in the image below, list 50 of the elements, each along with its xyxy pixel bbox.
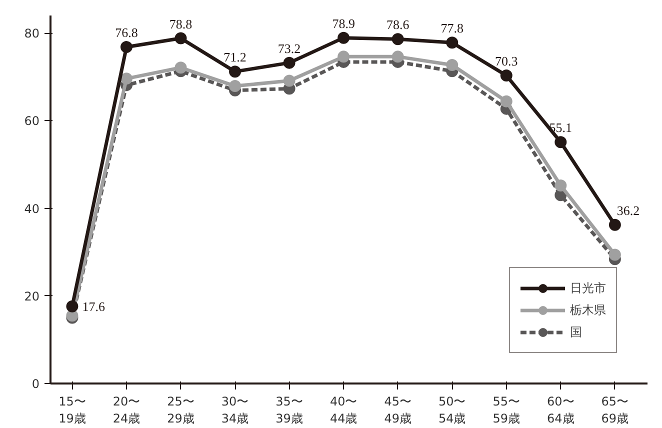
data-label: 78.9 — [332, 16, 355, 31]
y-tick-label: 80 — [24, 26, 40, 41]
point — [338, 50, 350, 63]
point — [120, 72, 132, 85]
y-tick-label: 60 — [24, 114, 40, 128]
data-label: 71.2 — [224, 50, 246, 65]
x-tick-label: 20〜 24歳 — [112, 394, 140, 426]
point — [554, 136, 567, 148]
data-label: 36.2 — [616, 202, 640, 218]
data-label: 73.2 — [278, 40, 301, 56]
x-tick-label: 40〜 44歳 — [330, 394, 358, 426]
point — [120, 41, 132, 54]
x-tick-label: 50〜 54歳 — [438, 394, 466, 426]
x-tick-label: 55〜 59歳 — [492, 394, 520, 426]
point — [338, 32, 350, 44]
legend-label: 国 — [570, 324, 583, 340]
x-tick-label: 35〜 39歳 — [276, 394, 303, 426]
data-label: 17.6 — [82, 298, 106, 314]
point — [66, 300, 78, 312]
data-label: 70.3 — [495, 54, 518, 69]
x-tick-label: 15〜 19歳 — [58, 394, 86, 426]
x-tick-label: 30〜 34歳 — [221, 394, 249, 426]
point — [229, 80, 242, 92]
x-tick-label: 60〜 64歳 — [547, 394, 574, 426]
point — [174, 62, 187, 74]
x-tick-label: 45〜 49歳 — [384, 394, 412, 426]
point — [446, 36, 458, 49]
data-label: 76.8 — [115, 25, 138, 40]
data-label: 78.8 — [169, 16, 192, 32]
point — [283, 56, 296, 69]
point — [283, 74, 296, 87]
y-tick-label: 0 — [32, 377, 40, 391]
point — [446, 59, 458, 71]
x-tick-label: 65〜 69歳 — [601, 394, 629, 426]
data-label: 78.6 — [386, 17, 410, 32]
point — [500, 70, 512, 82]
point — [392, 50, 404, 63]
point — [608, 248, 621, 261]
point — [608, 218, 621, 231]
point — [500, 95, 512, 108]
data-label: 77.8 — [440, 20, 464, 36]
y-tick-label: 20 — [24, 289, 40, 304]
legend-label: 栃木県 — [570, 302, 606, 318]
point — [174, 32, 187, 44]
y-tick-label: 40 — [24, 202, 40, 216]
point — [554, 179, 567, 192]
x-tick-label: 25〜 29歳 — [167, 394, 194, 426]
point — [392, 33, 404, 46]
legend-label: 日光市 — [570, 280, 606, 296]
point — [229, 66, 242, 78]
